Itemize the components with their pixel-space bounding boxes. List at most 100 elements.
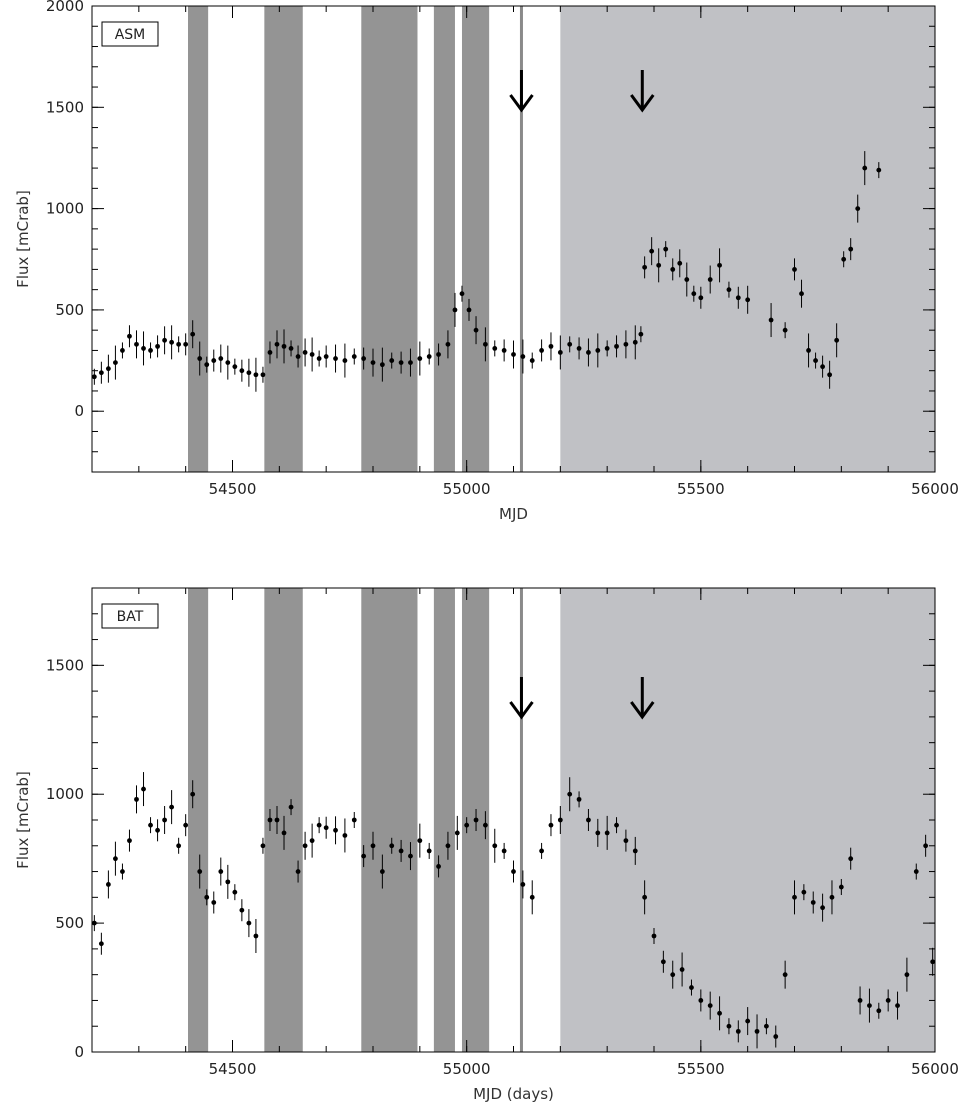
y-tick-label: 500 xyxy=(55,914,84,932)
data-point xyxy=(529,352,535,369)
data-point xyxy=(848,238,854,261)
data-point xyxy=(98,932,104,955)
instrument-tag: BAT xyxy=(101,603,159,629)
y-tick-label: 1000 xyxy=(46,200,84,218)
data-point xyxy=(246,358,252,387)
data-point xyxy=(274,330,280,359)
data-point xyxy=(604,340,610,357)
data-point xyxy=(370,831,376,860)
data-point xyxy=(557,806,563,834)
data-point xyxy=(632,836,638,865)
data-point xyxy=(281,329,287,364)
data-point xyxy=(632,325,638,360)
data-point xyxy=(511,340,516,369)
data-point xyxy=(295,860,301,883)
data-point xyxy=(389,352,395,369)
data-point xyxy=(876,1002,882,1019)
data-point xyxy=(316,350,322,367)
data-point xyxy=(379,854,385,889)
data-point xyxy=(426,842,432,859)
background-region xyxy=(560,588,935,1052)
data-point xyxy=(183,814,189,837)
data-point xyxy=(614,335,619,358)
y-tick-label: 0 xyxy=(74,1043,84,1061)
data-point xyxy=(408,348,413,377)
data-point xyxy=(232,358,238,375)
data-point xyxy=(197,341,203,376)
data-point xyxy=(895,991,900,1020)
data-point xyxy=(333,816,338,845)
data-point xyxy=(623,330,629,359)
data-point xyxy=(120,342,125,359)
data-point xyxy=(806,333,811,368)
data-point xyxy=(436,855,441,878)
shaded-band xyxy=(188,6,209,472)
data-point xyxy=(134,330,139,359)
data-point xyxy=(426,348,432,365)
data-point xyxy=(677,249,683,278)
data-point xyxy=(501,339,507,362)
data-point xyxy=(190,780,196,809)
x-tick-label: 55500 xyxy=(677,1060,725,1078)
data-point xyxy=(162,806,167,834)
data-point xyxy=(225,345,231,380)
data-point xyxy=(281,815,287,850)
data-point xyxy=(302,338,308,367)
data-point xyxy=(745,1007,751,1036)
shaded-band xyxy=(264,6,303,472)
data-point xyxy=(726,1018,732,1035)
arrow-marker xyxy=(509,677,534,720)
shaded-band xyxy=(433,588,455,1052)
data-point xyxy=(452,292,458,327)
y-axis-title: Flux [mCrab] xyxy=(14,771,32,869)
data-point xyxy=(408,842,413,871)
data-point xyxy=(885,989,891,1012)
data-point xyxy=(623,829,629,852)
data-point xyxy=(459,285,465,302)
data-point xyxy=(567,336,573,353)
data-point xyxy=(302,831,308,860)
data-point xyxy=(232,884,238,901)
data-point xyxy=(473,809,479,831)
data-point xyxy=(288,799,294,816)
data-point xyxy=(717,996,722,1031)
data-point xyxy=(190,320,196,349)
data-point xyxy=(253,357,259,392)
shaded-band xyxy=(361,6,418,472)
data-point xyxy=(105,354,111,383)
data-point xyxy=(183,333,189,356)
data-point xyxy=(745,285,751,314)
data-point xyxy=(829,880,835,915)
shaded-band xyxy=(188,588,209,1052)
data-point xyxy=(417,341,423,376)
data-point xyxy=(764,1018,769,1035)
data-point xyxy=(113,345,118,380)
data-point xyxy=(113,841,118,876)
data-point xyxy=(649,237,655,266)
data-point xyxy=(260,837,266,854)
data-point xyxy=(91,368,97,385)
data-point xyxy=(684,262,690,297)
data-point xyxy=(548,814,554,837)
data-point xyxy=(876,162,882,179)
data-point xyxy=(211,891,217,914)
data-point xyxy=(792,880,797,915)
data-point xyxy=(417,823,423,858)
data-point xyxy=(707,265,713,294)
svg-text:ASM: ASM xyxy=(115,27,146,43)
bat-panel: 0 500 1000 1500 54500 55000 55500 56000 MJD (day… xyxy=(14,587,959,1103)
data-point xyxy=(838,879,844,896)
data-point xyxy=(576,337,582,360)
data-point xyxy=(370,348,376,377)
data-point xyxy=(642,880,648,915)
data-point xyxy=(445,330,451,359)
data-point xyxy=(663,241,669,258)
data-point xyxy=(398,351,404,374)
arrow-marker xyxy=(630,70,655,113)
data-point xyxy=(782,322,788,339)
data-point xyxy=(316,817,322,834)
shaded-band xyxy=(461,6,490,472)
data-point xyxy=(473,316,479,345)
data-point xyxy=(595,818,601,847)
